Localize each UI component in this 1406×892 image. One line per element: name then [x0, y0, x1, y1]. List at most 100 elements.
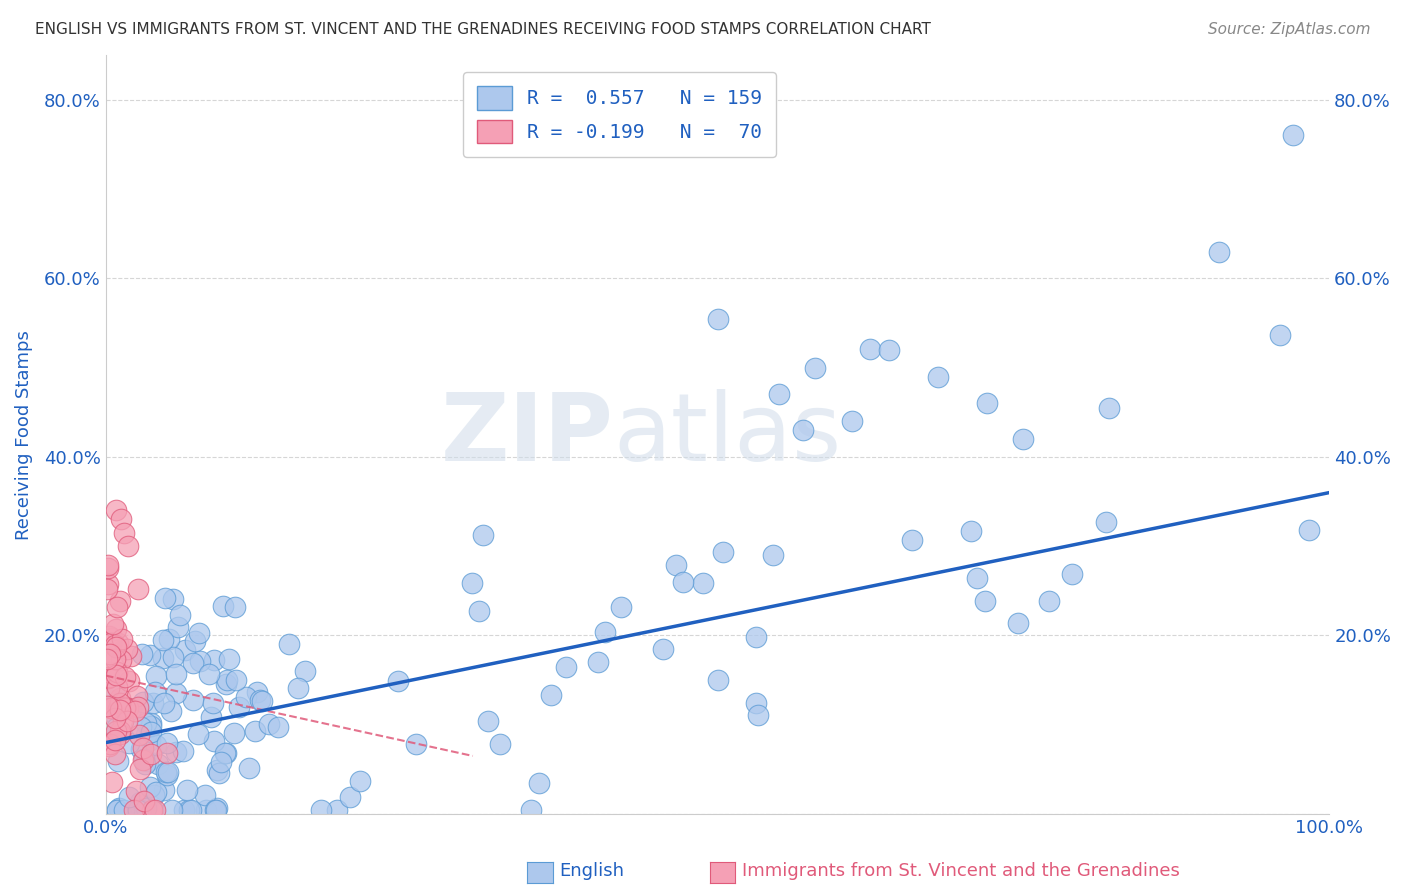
Point	[105, 697, 128, 711]
Point	[214, 746, 236, 760]
Point	[976, 396, 998, 410]
Point	[125, 690, 148, 704]
Point	[98, 629, 121, 643]
Point	[877, 343, 900, 357]
Point	[177, 803, 200, 817]
Point	[96, 651, 118, 665]
Point	[101, 775, 124, 789]
Point	[112, 525, 135, 540]
Point	[205, 803, 228, 817]
Point	[101, 631, 124, 645]
Point	[595, 624, 617, 639]
Point	[98, 670, 121, 684]
Point	[974, 594, 997, 608]
Point	[145, 668, 167, 682]
Point	[927, 369, 949, 384]
Point	[135, 716, 157, 731]
Point	[156, 764, 179, 779]
Point	[152, 650, 174, 665]
Point	[267, 720, 290, 734]
Point	[135, 801, 157, 815]
Point	[200, 709, 222, 723]
Point	[762, 548, 785, 562]
Point	[139, 733, 162, 747]
Point	[165, 666, 187, 681]
Point	[477, 714, 499, 728]
Point	[127, 582, 149, 596]
Point	[120, 702, 142, 716]
Text: ENGLISH VS IMMIGRANTS FROM ST. VINCENT AND THE GRENADINES RECEIVING FOOD STAMPS : ENGLISH VS IMMIGRANTS FROM ST. VINCENT A…	[35, 22, 931, 37]
Point	[162, 650, 184, 665]
Point	[405, 737, 427, 751]
Point	[97, 558, 120, 572]
Point	[120, 648, 142, 663]
Point	[96, 576, 118, 591]
Point	[174, 643, 197, 657]
Point	[145, 738, 167, 752]
Point	[238, 761, 260, 775]
Point	[104, 721, 127, 735]
Point	[117, 539, 139, 553]
Point	[129, 803, 152, 817]
Point	[792, 423, 814, 437]
Point	[520, 803, 543, 817]
Point	[555, 660, 578, 674]
Point	[249, 693, 271, 707]
Point	[142, 803, 165, 817]
Point	[107, 800, 129, 814]
Point	[100, 700, 122, 714]
Point	[122, 803, 145, 817]
Point	[105, 803, 128, 817]
Point	[129, 763, 152, 777]
Point	[747, 708, 769, 723]
Text: atlas: atlas	[613, 389, 842, 481]
Point	[588, 655, 610, 669]
Point	[105, 600, 128, 615]
Point	[156, 736, 179, 750]
Point	[294, 664, 316, 678]
Point	[841, 414, 863, 428]
Point	[104, 727, 127, 741]
Point	[468, 603, 491, 617]
Point	[900, 533, 922, 547]
Point	[218, 652, 240, 666]
Point	[211, 599, 233, 614]
Point	[115, 641, 138, 656]
Point	[195, 803, 218, 817]
Point	[110, 594, 132, 608]
Point	[180, 803, 202, 817]
Point	[141, 747, 163, 761]
Point	[114, 670, 136, 684]
Point	[1062, 566, 1084, 581]
Point	[540, 688, 562, 702]
Point	[692, 575, 714, 590]
Point	[287, 681, 309, 696]
Point	[129, 720, 152, 734]
Point	[108, 723, 131, 738]
Point	[114, 701, 136, 715]
Point	[152, 632, 174, 647]
Point	[134, 756, 156, 771]
Point	[128, 728, 150, 742]
Point	[128, 803, 150, 817]
Point	[127, 700, 149, 714]
Point	[160, 803, 183, 817]
Point	[745, 630, 768, 644]
Point	[706, 673, 728, 687]
Point	[250, 694, 273, 708]
Point	[124, 705, 146, 719]
Point	[131, 648, 153, 662]
Point	[201, 696, 224, 710]
Point	[1038, 594, 1060, 608]
Point	[169, 607, 191, 622]
Point	[672, 575, 695, 590]
Point	[104, 711, 127, 725]
Point	[111, 714, 134, 728]
Point	[108, 726, 131, 740]
Point	[162, 591, 184, 606]
Point	[101, 616, 124, 631]
Point	[160, 704, 183, 718]
Point	[104, 652, 127, 666]
Point	[202, 653, 225, 667]
Point	[108, 691, 131, 706]
